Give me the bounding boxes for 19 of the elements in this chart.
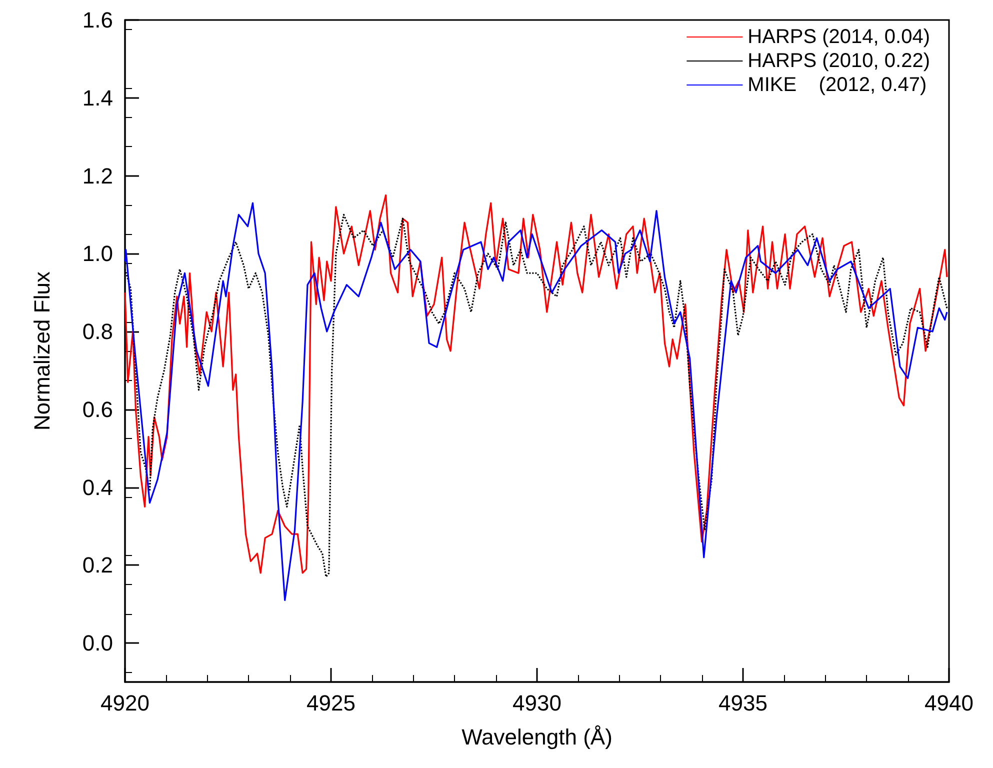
legend-label: HARPS (2014, 0.04) [748, 26, 930, 48]
y-tick-label: 0.0 [82, 630, 113, 656]
x-tick-label: 4930 [512, 690, 562, 716]
x-tick-label: 4935 [718, 690, 768, 716]
x-tick-label: 4920 [100, 690, 150, 716]
y-tick-label: 1.4 [82, 85, 113, 110]
y-tick-label: 1.6 [82, 8, 113, 32]
x-tick-label: 4940 [924, 690, 974, 716]
legend-label: HARPS (2010, 0.22) [748, 50, 930, 72]
y-tick-label: 0.8 [82, 319, 113, 344]
y-tick-label: 0.4 [82, 474, 113, 500]
legend-label: MIKE (2012, 0.47) [748, 74, 927, 96]
y-tick-label: 0.6 [82, 396, 113, 422]
y-tick-label: 0.2 [82, 552, 113, 578]
x-tick-label: 4925 [306, 690, 356, 716]
y-tick-label: 1.0 [82, 241, 113, 266]
x-axis-title: Wavelength (Å) [462, 724, 612, 750]
y-tick-label: 1.2 [82, 163, 113, 188]
y-axis-title: Normalized Flux [30, 272, 54, 430]
